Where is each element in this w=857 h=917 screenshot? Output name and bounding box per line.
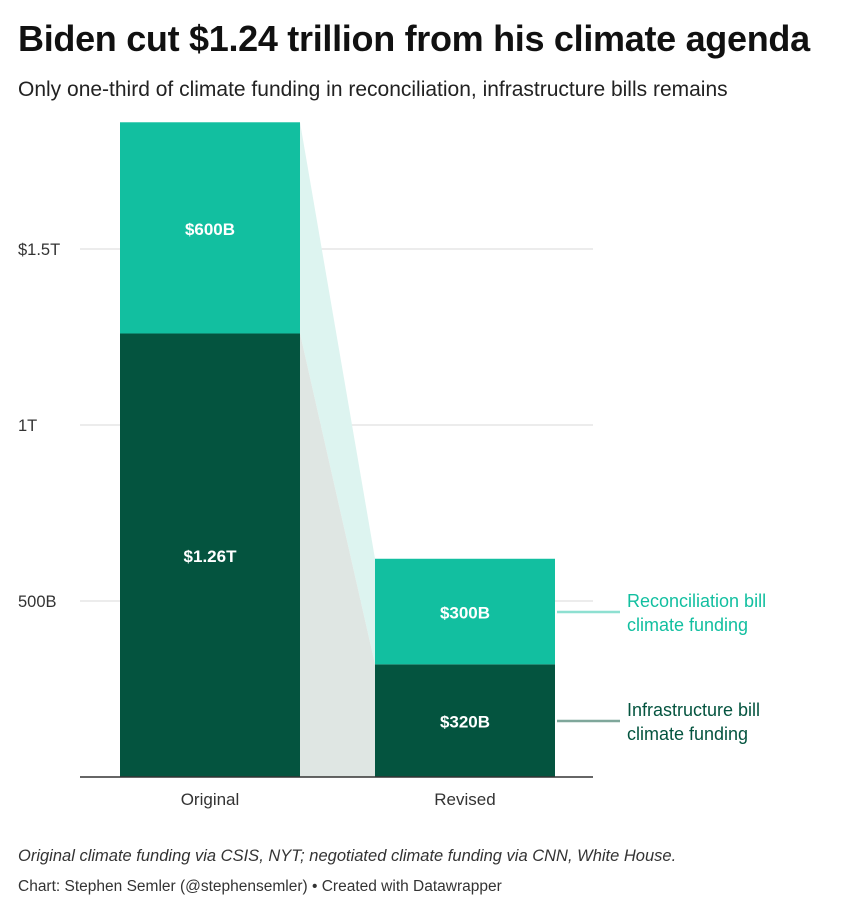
chart-title: Biden cut $1.24 trillion from his climat… [18,18,810,59]
y-tick-label: 500B [18,593,57,611]
infrastructure-legend-label: Infrastructure bill climate funding [627,700,760,744]
bar-reconciliation-revised [375,558,555,665]
source-note: Original climate funding via CSIS, NYT; … [18,847,677,865]
data-label-reconciliation: $300B [440,604,490,623]
bar-infrastructure-revised [375,664,555,777]
bar-infrastructure-original [120,333,300,777]
data-label-infrastructure: $320B [440,713,490,732]
y-tick-label: 1T [18,417,37,435]
bar-reconciliation-original [120,122,300,334]
data-label-reconciliation: $600B [185,220,235,239]
data-label-infrastructure: $1.26T [184,547,238,566]
connector-reconciliation [300,122,375,665]
y-tick-label: $1.5T [18,241,60,259]
x-tick-label: Revised [434,790,495,809]
reconciliation-legend-label: Reconciliation bill climate funding [627,591,766,635]
connector-infrastructure [300,333,375,777]
x-tick-label: Original [181,790,240,809]
chart-subtitle: Only one-third of climate funding in rec… [18,78,728,101]
chart-credit: Chart: Stephen Semler (@stephensemler) •… [18,878,502,895]
